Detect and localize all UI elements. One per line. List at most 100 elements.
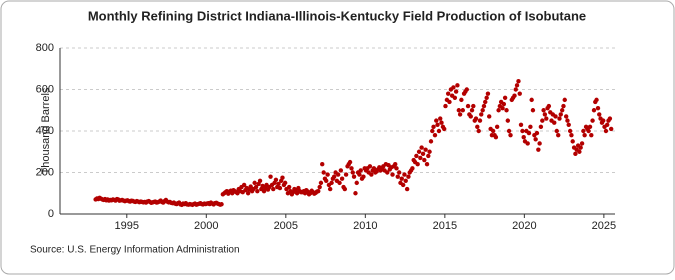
data-point	[541, 108, 546, 113]
data-point	[508, 132, 513, 138]
y-tick-label: 400	[36, 125, 54, 137]
data-point	[581, 128, 586, 134]
y-tick-label: 600	[36, 83, 54, 95]
x-tick-label: 2005	[274, 220, 298, 232]
data-point	[453, 89, 459, 94]
data-point	[431, 124, 436, 130]
data-point	[480, 108, 485, 113]
data-point	[558, 112, 563, 117]
data-point	[350, 170, 355, 175]
data-point	[335, 172, 341, 177]
data-point	[465, 103, 471, 109]
data-point	[493, 135, 499, 140]
data-point	[570, 139, 575, 144]
data-point	[603, 128, 609, 134]
data-point	[468, 114, 473, 119]
data-point	[424, 162, 430, 167]
data-point	[325, 172, 330, 177]
data-point	[395, 174, 400, 179]
data-point	[390, 172, 395, 177]
data-point	[589, 132, 594, 138]
data-point	[518, 122, 524, 127]
data-point	[324, 178, 329, 183]
data-point	[582, 132, 587, 138]
data-point	[528, 124, 533, 130]
data-point	[357, 172, 362, 177]
data-point	[443, 103, 448, 109]
data-point	[594, 97, 599, 103]
data-point	[273, 177, 279, 182]
data-point	[505, 118, 511, 123]
data-point	[419, 145, 424, 150]
data-point	[500, 105, 505, 111]
data-point	[435, 122, 440, 127]
data-point	[271, 186, 276, 192]
data-point	[534, 130, 540, 136]
data-point	[608, 126, 614, 132]
data-point	[320, 162, 325, 167]
data-point	[286, 184, 292, 190]
data-point	[514, 83, 520, 88]
data-point	[343, 172, 349, 177]
data-point	[422, 157, 427, 163]
data-point	[406, 174, 411, 179]
data-point	[516, 79, 521, 84]
data-point	[573, 151, 578, 157]
data-point	[469, 108, 475, 113]
data-point	[404, 186, 410, 192]
data-point	[252, 180, 257, 186]
data-point	[402, 172, 407, 177]
data-point	[257, 178, 263, 183]
data-point	[276, 181, 281, 187]
data-point	[521, 135, 526, 140]
y-tick-label: 0	[48, 208, 54, 220]
data-point	[566, 122, 571, 127]
data-point	[595, 105, 601, 111]
data-point	[471, 103, 476, 109]
data-point	[393, 162, 398, 167]
chart-title: Monthly Refining District Indiana-Illino…	[88, 8, 586, 23]
y-axis-label: Thousand Barrels	[40, 87, 52, 174]
data-point	[481, 103, 487, 109]
data-point	[525, 141, 530, 146]
data-point	[430, 128, 435, 134]
data-point	[587, 124, 593, 130]
data-point	[403, 178, 408, 183]
data-point	[502, 95, 508, 101]
data-point	[561, 103, 566, 109]
data-point	[506, 128, 512, 134]
data-point	[329, 180, 334, 186]
data-point	[556, 132, 561, 138]
data-point	[414, 153, 419, 159]
data-point	[432, 132, 438, 138]
data-point	[457, 112, 463, 117]
data-point	[418, 155, 423, 161]
data-point	[460, 108, 466, 113]
data-point	[316, 188, 321, 194]
data-point	[331, 174, 337, 179]
data-point	[520, 128, 525, 134]
data-point	[459, 97, 464, 103]
data-point	[597, 112, 602, 117]
data-point	[423, 147, 428, 152]
data-point	[494, 124, 500, 130]
data-point	[567, 128, 573, 134]
data-point	[318, 180, 324, 186]
data-point	[501, 101, 507, 107]
data-point	[473, 116, 479, 121]
y-tick-label: 200	[36, 166, 54, 178]
data-point	[400, 182, 406, 188]
data-point	[601, 118, 606, 123]
data-point	[342, 186, 348, 192]
data-point	[371, 166, 377, 171]
data-point	[410, 166, 415, 171]
data-point	[349, 166, 354, 171]
data-point	[591, 108, 597, 113]
data-point	[219, 202, 224, 207]
data-point	[490, 128, 496, 134]
x-tick-label: 2000	[194, 220, 218, 232]
data-point	[434, 118, 439, 123]
data-point	[280, 175, 285, 180]
data-point	[317, 184, 322, 190]
